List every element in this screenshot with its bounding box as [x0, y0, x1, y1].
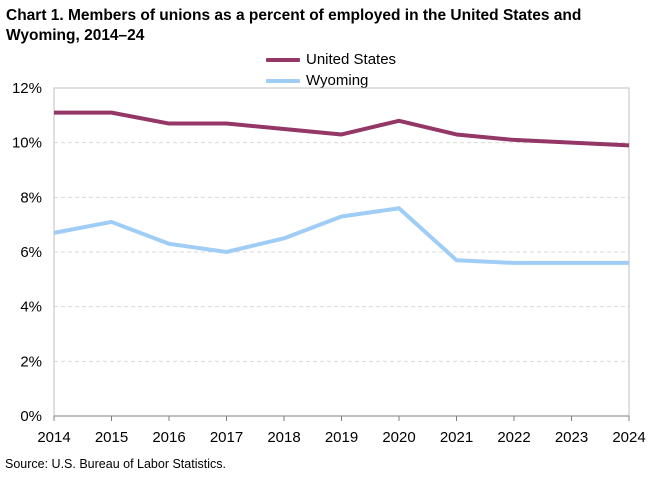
x-tick-label: 2015	[95, 429, 128, 446]
x-tick-label: 2023	[555, 429, 588, 446]
chart-title: Chart 1. Members of unions as a percent …	[6, 7, 582, 44]
x-tick-label: 2017	[210, 429, 243, 446]
x-tick-label: 2021	[440, 429, 473, 446]
x-tick-label: 2022	[497, 429, 530, 446]
series-line-wyoming	[53, 206, 629, 265]
legend-swatch-wyoming	[266, 78, 300, 83]
legend-item-united-states: United States	[266, 49, 396, 70]
legend-label-united-states: United States	[306, 51, 397, 68]
y-tick-label: 12%	[12, 80, 42, 97]
x-tick-label: 2016	[152, 429, 185, 446]
legend: United States Wyoming	[266, 49, 396, 91]
x-tick-label: 2020	[382, 429, 415, 446]
y-tick-label: 2%	[20, 353, 42, 370]
y-tick-label: 8%	[20, 189, 42, 206]
x-tick-label: 2024	[612, 429, 645, 446]
y-tick-label: 4%	[20, 299, 42, 316]
series-line-united-states	[54, 110, 630, 148]
legend-item-wyoming: Wyoming	[266, 70, 396, 91]
legend-label-wyoming: Wyoming	[306, 72, 369, 89]
x-tick-label: 2014	[37, 429, 70, 446]
y-tick-label: 10%	[12, 135, 42, 152]
legend-swatch-united-states	[266, 57, 300, 62]
x-tick-label: 2019	[325, 429, 358, 446]
x-tick-label: 2018	[267, 429, 300, 446]
y-tick-label: 0%	[20, 408, 42, 425]
y-tick-label: 6%	[20, 244, 42, 261]
source-note: Source: U.S. Bureau of Labor Statistics.	[5, 457, 226, 471]
